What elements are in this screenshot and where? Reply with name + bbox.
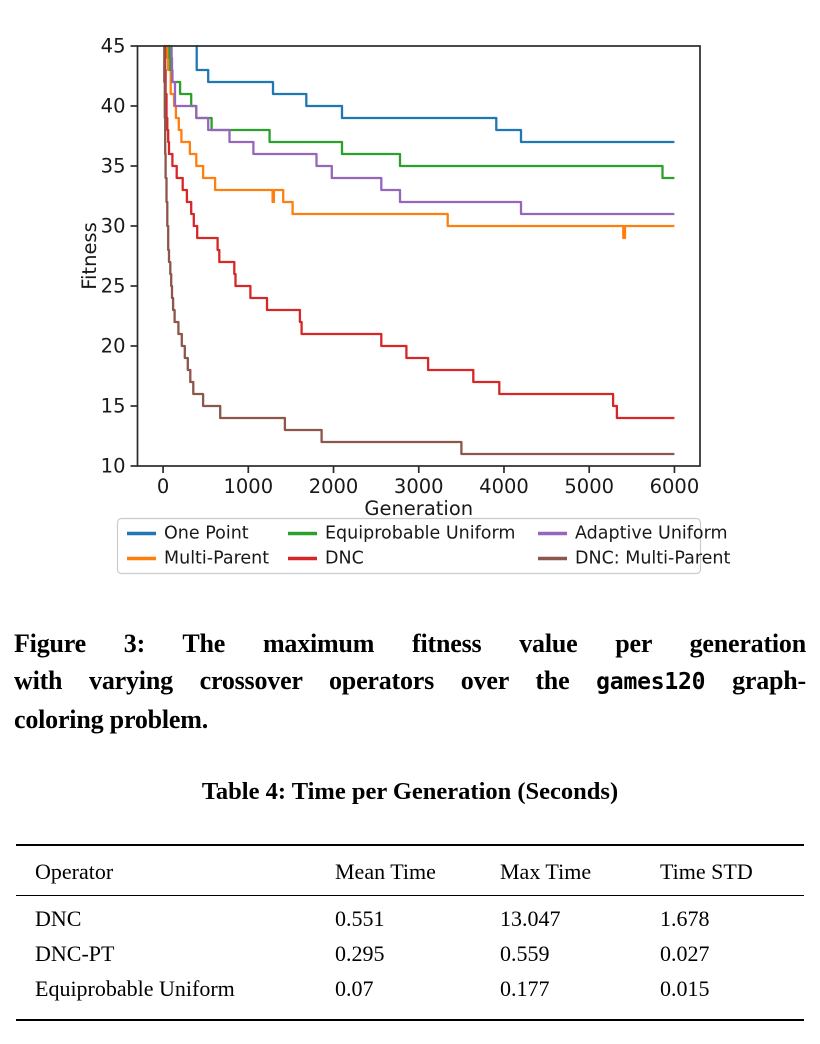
fitness-chart: 10 15 20 25 30 35 40 45 0 1000 2000 3000 4000 5000 600…	[78, 35, 730, 575]
y-axis-label: Fitness	[78, 222, 101, 290]
x-tick-label: 5000	[564, 475, 614, 498]
series-one-point	[195, 44, 675, 144]
x-tick-label: 2000	[309, 475, 359, 498]
x-axis-label: Generation	[364, 497, 473, 520]
legend-label-5: Adaptive Uniform	[575, 524, 728, 544]
table-cell: DNC	[35, 906, 82, 931]
caption-line-2-text: with varying crossover operators over th…	[14, 666, 597, 695]
plot-frame	[136, 45, 701, 467]
y-tick-label: 30	[101, 215, 126, 238]
legend-label-4: DNC	[325, 549, 364, 569]
caption-line-2-tail: graph-	[705, 666, 806, 695]
series-dnc-multi-parent	[163, 44, 675, 456]
legend-label-3: Equiprobable Uniform	[325, 524, 515, 544]
y-tick-label: 10	[101, 455, 126, 478]
caption-line-1: Figure 3: The maximum fitness value per …	[14, 629, 806, 658]
series-equiprobable-uniform	[168, 44, 675, 180]
y-tick-label: 25	[101, 275, 126, 298]
table-row: Equiprobable Uniform 0.07 0.177 0.015	[16, 971, 804, 1006]
caption-line-2: with varying crossover operators over th…	[14, 662, 806, 701]
legend-label-2: Multi-Parent	[164, 549, 269, 569]
x-tick-label: 6000	[650, 475, 700, 498]
series-adaptive-uniform	[170, 44, 675, 216]
table-title: Table 4: Time per Generation (Seconds)	[201, 778, 619, 805]
y-tick-label: 15	[101, 395, 126, 418]
table-cell: 0.015	[660, 976, 710, 1001]
column-header-max-time: Max Time	[500, 859, 592, 884]
y-tick-label: 45	[101, 35, 126, 58]
legend-label-6: DNC: Multi-Parent	[575, 549, 730, 569]
games120-code: games120	[596, 669, 706, 695]
table-body: DNC 0.551 13.047 1.678 DNC-PT 0.295 0.559 0.027…	[16, 896, 804, 1019]
y-tick-label: 20	[101, 335, 126, 358]
y-tick-label: 40	[101, 95, 126, 118]
x-tick-label: 4000	[479, 475, 529, 498]
x-tick-label: 1000	[223, 475, 273, 498]
table-header-row: Operator Mean Time Max Time Time STD	[16, 846, 804, 896]
table-cell: DNC-PT	[35, 941, 115, 966]
series-multi-parent	[166, 44, 675, 240]
table-cell: 0.07	[335, 976, 374, 1001]
results-table: Operator Mean Time Max Time Time STD DNC 0.5…	[16, 844, 804, 1021]
y-tick-label: 35	[101, 155, 126, 178]
table-cell: 1.678	[660, 906, 710, 931]
table-cell: 0.559	[500, 941, 550, 966]
table-row: DNC 0.551 13.047 1.678	[16, 901, 804, 936]
table-cell: 0.027	[660, 941, 710, 966]
table-cell: Equiprobable Uniform	[35, 976, 235, 1001]
table-cell: 0.177	[500, 976, 550, 1001]
table-cell: 0.551	[335, 906, 385, 931]
x-tick-label: 3000	[394, 475, 444, 498]
x-tick-label: 0	[157, 475, 169, 498]
figure-caption: Figure 3: The maximum fitness value per …	[14, 625, 806, 738]
column-header-operator: Operator	[35, 859, 114, 884]
series-dnc	[164, 44, 675, 420]
legend-label-1: One Point	[164, 524, 249, 544]
column-header-mean-time: Mean Time	[335, 859, 436, 884]
table-cell: 0.295	[335, 941, 385, 966]
table-cell: 13.047	[500, 906, 561, 931]
column-header-time-std: Time STD	[660, 859, 753, 884]
table-row: DNC-PT 0.295 0.559 0.027	[16, 936, 804, 971]
caption-line-3: coloring problem.	[14, 705, 208, 734]
